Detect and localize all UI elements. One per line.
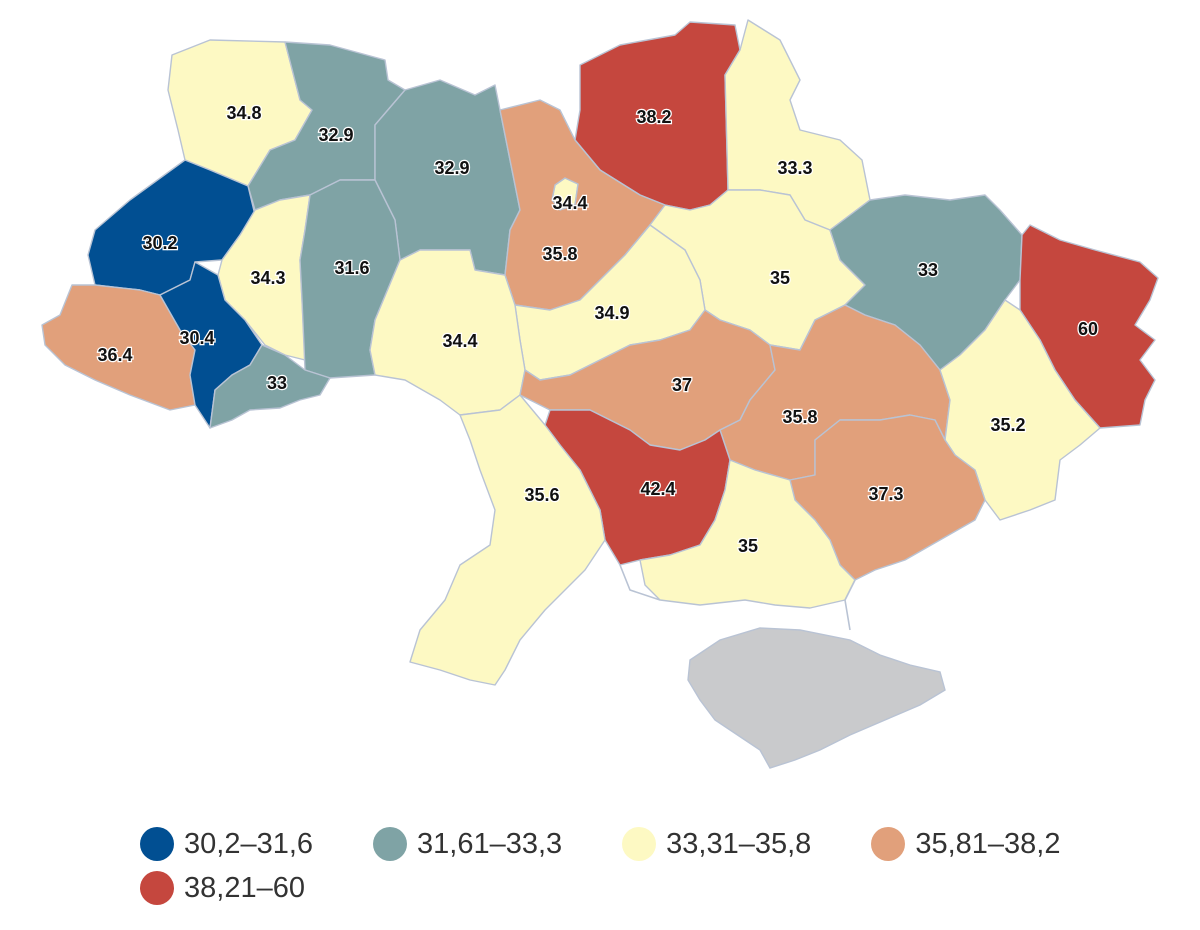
legend-swatch <box>373 827 408 861</box>
legend-swatch <box>871 827 906 861</box>
region-value-label: 30.4 <box>179 328 214 348</box>
legend: 30,2–31,6 31,61–33,3 33,31–35,8 35,81–38… <box>140 822 1140 910</box>
region-value-label: 33 <box>267 373 287 393</box>
legend-item-3: 33,31–35,8 <box>622 827 811 861</box>
legend-item-2: 31,61–33,3 <box>373 827 562 861</box>
region-value-label: 37 <box>672 375 692 395</box>
region-value-label: 38.2 <box>636 107 671 127</box>
legend-swatch <box>140 827 174 861</box>
region-value-label: 42.4 <box>640 479 675 499</box>
legend-swatch <box>622 827 657 861</box>
region-value-label: 35 <box>738 536 758 556</box>
region-odesa[interactable] <box>409 394 606 686</box>
region-value-label: 35 <box>770 268 790 288</box>
legend-item-5: 38,21–60 <box>140 871 305 905</box>
region-value-label: 60 <box>1078 319 1098 339</box>
region-value-label: 35.2 <box>990 415 1025 435</box>
legend-row-1: 30,2–31,6 31,61–33,3 33,31–35,8 35,81–38… <box>140 822 1140 866</box>
legend-item-4: 35,81–38,2 <box>871 827 1060 861</box>
region-value-label: 35.6 <box>524 485 559 505</box>
legend-label: 38,21–60 <box>184 871 305 904</box>
azov-coastline <box>844 579 856 631</box>
legend-label: 30,2–31,6 <box>184 827 314 860</box>
region-value-label: 33 <box>918 260 938 280</box>
legend-label: 35,81–38,2 <box>915 827 1061 860</box>
black-sea-coastline <box>619 564 661 601</box>
legend-item-1: 30,2–31,6 <box>140 827 313 861</box>
region-value-label: 36.4 <box>97 345 132 365</box>
region-value-label: 32.9 <box>318 125 353 145</box>
legend-label: 33,31–35,8 <box>666 827 812 860</box>
region-value-label: 34.9 <box>594 303 629 323</box>
region-value-label: 34.8 <box>226 103 261 123</box>
region-value-label: 33.3 <box>777 158 812 178</box>
legend-swatch <box>140 871 174 905</box>
region-value-label: 32.9 <box>434 158 469 178</box>
legend-label: 31,61–33,3 <box>417 827 563 860</box>
region-value-label: 30.2 <box>142 233 177 253</box>
ukraine-choropleth-map: 34.8 32.9 32.9 34.4 38.2 33.3 30.2 34.3 31.6 35.8… <box>41 19 1159 769</box>
region-value-label: 34.4 <box>442 331 477 351</box>
region-chernivtsi[interactable] <box>209 344 331 429</box>
region-kherson[interactable] <box>639 459 856 609</box>
crimea-no-data <box>687 627 946 769</box>
legend-row-2: 38,21–60 <box>140 866 1140 910</box>
region-value-label: 34.3 <box>250 268 285 288</box>
region-value-label: 34.4 <box>552 193 587 213</box>
region-value-label: 31.6 <box>334 258 369 278</box>
region-value-label: 37.3 <box>868 484 903 504</box>
region-value-label: 35.8 <box>782 407 817 427</box>
region-zakarpattia[interactable] <box>41 284 196 411</box>
region-value-label: 35.8 <box>542 244 577 264</box>
